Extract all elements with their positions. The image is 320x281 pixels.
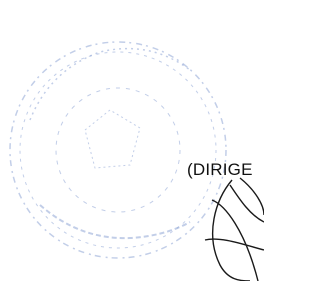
- stamp-center-ring: [56, 88, 180, 212]
- stamp-outer-ring: [10, 42, 226, 258]
- stamp-emblem: [85, 110, 140, 168]
- document-scan: (DIRIGE: [0, 0, 264, 281]
- stamp-and-signature: [0, 0, 264, 281]
- stamp-arc-text: [40, 205, 190, 238]
- stamp-inner-ring: [20, 52, 216, 248]
- signature-stroke: [213, 180, 250, 281]
- stamp-arc-text: [30, 49, 190, 120]
- signature-stroke: [230, 185, 264, 222]
- document-text: (DIRIGE: [187, 160, 253, 180]
- stamp: [10, 42, 226, 258]
- signature: [205, 178, 264, 281]
- signature-stroke: [240, 178, 264, 215]
